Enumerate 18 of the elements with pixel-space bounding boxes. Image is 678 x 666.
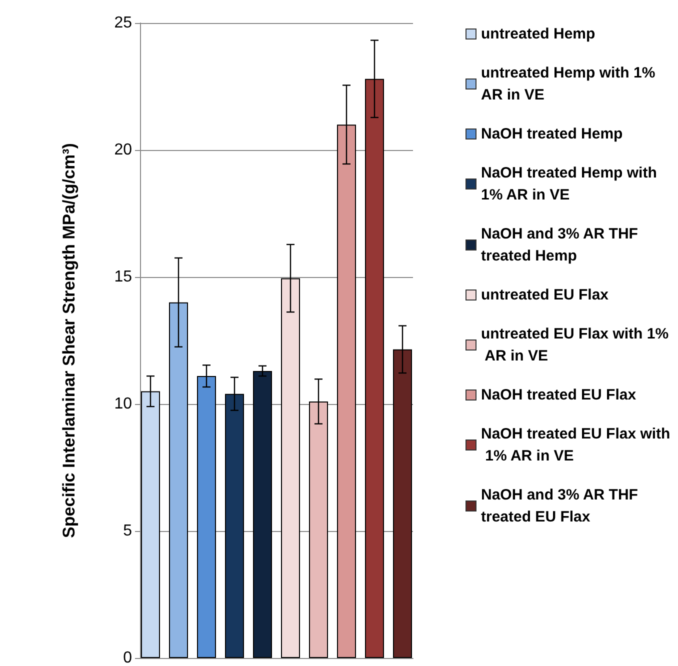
y-tick-label: 25 <box>114 14 132 32</box>
legend-label: NaOH treated EU Flax with 1% AR in VE <box>481 426 670 464</box>
y-tick-label: 0 <box>123 650 132 666</box>
legend-label: untreated Hemp with 1% AR in VE <box>481 64 660 104</box>
y-tick-label: 10 <box>114 396 132 412</box>
legend-label: NaOH treated EU Flax <box>481 386 637 404</box>
legend-label: untreated EU Flax <box>481 286 610 304</box>
legend-label: NaOH and 3% AR THF treated EU Flax <box>481 486 642 526</box>
y-tick-label: 20 <box>114 142 132 158</box>
y-tick-label: 5 <box>123 522 132 540</box>
y-axis-title: Specific Interlaminar Shear Strength MPa/(g/cm³) <box>60 143 78 538</box>
y-tick-label: 15 <box>114 268 132 286</box>
legend-label: NaOH treated Hemp with 1% AR in VE <box>481 164 662 204</box>
bar <box>253 370 272 658</box>
legend-label: NaOH and 3% AR THF treated Hemp <box>481 226 642 264</box>
legend-label: untreated Hemp <box>481 26 596 42</box>
legend-label: NaOH treated Hemp <box>481 126 623 142</box>
legend-label: untreated EU Flax with 1% AR in VE <box>481 326 669 364</box>
